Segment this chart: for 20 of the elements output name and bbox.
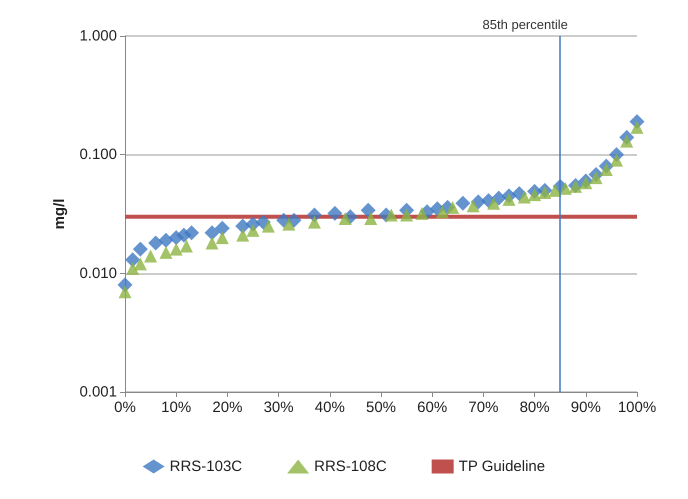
x-tick-label: 10% [161,399,192,416]
x-tick-label: 30% [264,399,294,416]
x-tick-label: 60% [417,399,448,416]
x-tick-label: 90% [570,399,601,416]
y-tick-label: 0.100 [79,146,117,164]
x-tick-label: 20% [212,399,242,416]
x-tick-label: 0% [114,399,136,416]
legend-label: TP Guideline [458,458,546,475]
x-tick-label: 40% [314,399,345,416]
x-tick-label: 80% [520,399,550,416]
legend-label: RRS-103C [170,458,242,475]
legend-label: RRS-108C [314,458,387,475]
y-tick-label: 0.001 [79,384,117,400]
y-tick-label: 1.000 [79,28,117,44]
x-tick-label: 70% [468,399,498,416]
ref-line-label: 85th percentile [482,17,568,32]
x-tick-label: 50% [366,399,396,416]
y-tick-label: 0.010 [79,264,117,282]
x-tick-label: 100% [618,399,656,416]
y-axis-title: mg/l [51,198,68,230]
